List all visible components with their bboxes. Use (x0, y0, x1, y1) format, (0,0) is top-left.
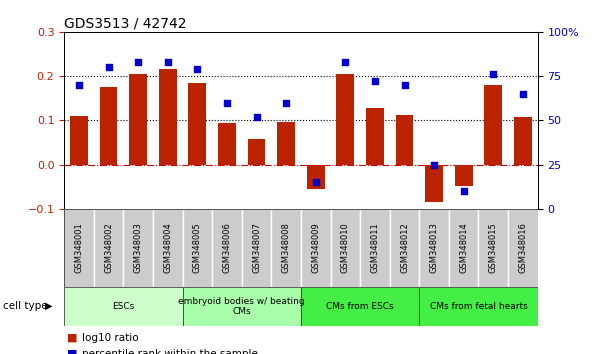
Point (488, 72, 498, 77)
Bar (64, 287, 183, 326)
Point (222, 100, 232, 105)
Bar (159, 69, 177, 165)
Text: GSM348016: GSM348016 (518, 222, 527, 273)
Text: cell type: cell type (3, 301, 48, 311)
Text: ■: ■ (67, 349, 81, 354)
Bar (247, 139, 265, 165)
Text: GSM348015: GSM348015 (489, 222, 498, 273)
Text: GSM348014: GSM348014 (459, 222, 468, 273)
Text: GSM348010: GSM348010 (341, 222, 350, 273)
Text: GSM348009: GSM348009 (311, 222, 320, 273)
Bar (360, 209, 390, 287)
Text: GSM348006: GSM348006 (222, 222, 232, 273)
Point (311, 179, 321, 185)
Point (192, 66, 202, 72)
Text: ESCs: ESCs (112, 302, 134, 311)
Point (459, 188, 469, 194)
Text: GSM348005: GSM348005 (193, 222, 202, 273)
Text: GSM348002: GSM348002 (104, 222, 113, 273)
Bar (183, 209, 212, 287)
Bar (419, 287, 538, 326)
Text: CMs from ESCs: CMs from ESCs (326, 302, 394, 311)
Point (104, 64, 114, 70)
Bar (130, 74, 147, 165)
Text: CMs from fetal hearts: CMs from fetal hearts (430, 302, 527, 311)
Text: GSM348008: GSM348008 (282, 222, 291, 273)
Text: GSM348007: GSM348007 (252, 222, 261, 273)
Bar (337, 74, 354, 165)
Bar (188, 83, 206, 165)
Bar (242, 209, 271, 287)
Bar (419, 209, 449, 287)
Text: GSM348012: GSM348012 (400, 222, 409, 273)
Point (400, 82, 409, 88)
Bar (366, 108, 384, 165)
Bar (514, 117, 532, 165)
Point (252, 114, 262, 120)
Bar (64, 209, 93, 287)
Bar (301, 209, 331, 287)
Bar (100, 87, 117, 165)
Point (340, 59, 350, 65)
Bar (153, 209, 183, 287)
Text: ■: ■ (67, 333, 81, 343)
Bar (455, 165, 472, 186)
Point (74, 82, 84, 88)
Text: log10 ratio: log10 ratio (82, 333, 139, 343)
Bar (277, 122, 295, 165)
Text: embryoid bodies w/ beating
CMs: embryoid bodies w/ beating CMs (178, 297, 305, 316)
Text: GDS3513 / 42742: GDS3513 / 42742 (64, 17, 186, 31)
Point (163, 59, 173, 65)
Point (133, 59, 143, 65)
Bar (183, 287, 301, 326)
Text: GSM348011: GSM348011 (370, 222, 379, 273)
Bar (271, 209, 301, 287)
Text: ▶: ▶ (45, 301, 52, 311)
Bar (390, 209, 419, 287)
Bar (478, 209, 508, 287)
Bar (218, 124, 236, 165)
Text: GSM348003: GSM348003 (134, 222, 142, 273)
Text: GSM348013: GSM348013 (430, 222, 439, 273)
Bar (212, 209, 242, 287)
Text: GSM348004: GSM348004 (163, 222, 172, 273)
Point (370, 79, 380, 84)
Text: percentile rank within the sample: percentile rank within the sample (82, 349, 258, 354)
Bar (425, 165, 443, 202)
Bar (307, 165, 324, 189)
Bar (485, 85, 502, 165)
Bar (331, 209, 360, 287)
Text: GSM348001: GSM348001 (75, 222, 84, 273)
Point (518, 91, 528, 97)
Point (281, 100, 291, 105)
Bar (70, 116, 88, 165)
Bar (396, 115, 414, 165)
Bar (301, 287, 419, 326)
Bar (93, 209, 123, 287)
Point (429, 162, 439, 167)
Bar (449, 209, 478, 287)
Bar (508, 209, 538, 287)
Bar (123, 209, 153, 287)
